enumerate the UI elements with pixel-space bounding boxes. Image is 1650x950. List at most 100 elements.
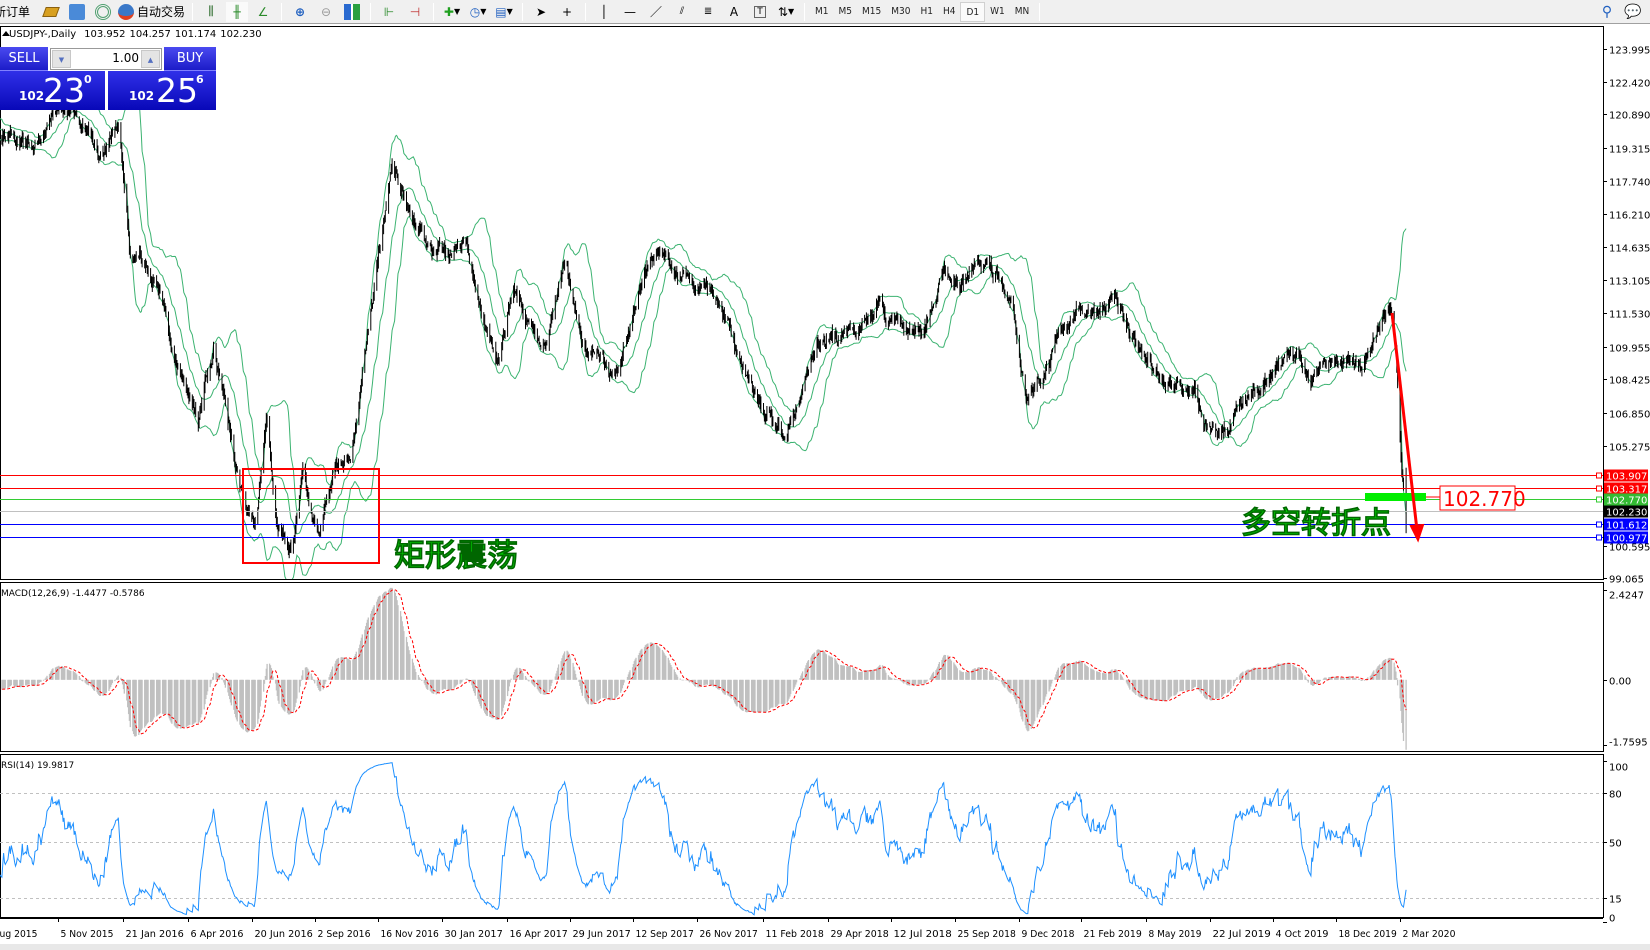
horizontal-line-button[interactable]: — bbox=[619, 2, 641, 22]
lot-size-stepper[interactable]: ▼ 1.00 ▲ bbox=[50, 48, 162, 70]
price-tick-label: 105.275 bbox=[1609, 443, 1650, 454]
timeframe-w1[interactable]: W1 bbox=[990, 5, 1005, 17]
price-tick-label: 122.420 bbox=[1609, 79, 1650, 90]
crosshair-icon: + bbox=[562, 4, 573, 19]
separator bbox=[192, 2, 194, 21]
chart-shift-icon: ⊣ bbox=[409, 4, 421, 19]
chat-button[interactable]: 💬 bbox=[1622, 2, 1644, 22]
buy-price-box[interactable]: 102 25 6 bbox=[108, 71, 216, 110]
sell-price-pip: 0 bbox=[84, 73, 92, 86]
search-button[interactable]: ⚲ bbox=[1596, 2, 1618, 22]
auto-trading-button[interactable]: 自动交易 bbox=[118, 2, 185, 22]
turning-point-bar[interactable] bbox=[1365, 493, 1426, 501]
templates-button[interactable]: ▤ ▼ bbox=[493, 2, 515, 22]
dropdown-arrow-icon: ▼ bbox=[787, 7, 795, 16]
candlestick-button[interactable]: ╫ bbox=[226, 1, 249, 22]
macd-plot bbox=[0, 587, 1407, 750]
equidistant-channel-icon: ⫽ bbox=[679, 6, 685, 17]
rsi-tick-label: 15 bbox=[1609, 895, 1622, 906]
bollinger-upper-band bbox=[0, 76, 1407, 515]
auto-trading-icon bbox=[118, 3, 135, 20]
status-strip bbox=[0, 944, 1650, 950]
buy-price-prefix: 102 bbox=[129, 89, 155, 103]
timeframe-d1[interactable]: D1 bbox=[960, 1, 986, 22]
open-value: 103.952 bbox=[84, 29, 125, 40]
line-chart-button[interactable]: ∠ bbox=[252, 2, 274, 22]
date-tick-label: 4 Oct 2019 bbox=[1276, 929, 1329, 940]
zoom-out-icon: ⊖ bbox=[321, 4, 332, 19]
buy-price-big: 25 bbox=[156, 71, 198, 110]
search-icon: ⚲ bbox=[1601, 3, 1613, 20]
date-tick-label: 9 Dec 2018 bbox=[1022, 929, 1075, 940]
tile-windows-icon bbox=[344, 3, 361, 20]
bar-chart-button[interactable]: ⫼ bbox=[200, 2, 222, 22]
current-price-label-box bbox=[1604, 505, 1648, 518]
periods-button[interactable]: ◷ ▼ bbox=[467, 2, 489, 22]
timeframe-m15[interactable]: M15 bbox=[862, 5, 882, 17]
price-tick-label: 114.635 bbox=[1609, 244, 1650, 255]
terminal-icon bbox=[69, 3, 86, 20]
date-tick-label: 21 Jan 2016 bbox=[126, 929, 184, 940]
vertical-line-button[interactable]: │ bbox=[593, 2, 615, 22]
text-label-icon: T bbox=[754, 5, 766, 18]
trendline-button[interactable]: ／ bbox=[645, 2, 667, 22]
range-annotation-text[interactable]: 矩形震荡 bbox=[394, 538, 519, 575]
sell-price-box[interactable]: 102 23 0 bbox=[0, 71, 105, 110]
timeframe-mn[interactable]: MN bbox=[1014, 5, 1030, 17]
separator bbox=[1039, 2, 1041, 21]
price-tick-label: 117.740 bbox=[1609, 178, 1650, 189]
price-plot bbox=[0, 76, 1407, 579]
channel-button[interactable]: ⫽ bbox=[671, 2, 693, 22]
lot-decrease-icon[interactable]: ▼ bbox=[52, 50, 71, 68]
price-tick-label: 99.065 bbox=[1609, 575, 1644, 586]
timeframe-m1[interactable]: M1 bbox=[815, 5, 829, 17]
bollinger-middle-band bbox=[0, 110, 1407, 535]
buy-price-pip: 6 bbox=[196, 73, 204, 86]
timeframe-h1[interactable]: H1 bbox=[920, 5, 933, 17]
date-tick-label: 20 Jun 2016 bbox=[255, 929, 313, 940]
auto-scroll-button[interactable]: ⊩ bbox=[378, 2, 400, 22]
separator bbox=[585, 2, 587, 21]
text-label-button[interactable]: T bbox=[749, 2, 771, 22]
text-button[interactable]: A bbox=[723, 2, 745, 22]
timeframe-m5[interactable]: M5 bbox=[838, 5, 853, 17]
price-callout-box[interactable] bbox=[1439, 485, 1516, 511]
separator bbox=[804, 2, 806, 21]
turning-point-text[interactable]: 多空转折点 bbox=[1241, 506, 1392, 542]
indicators-button[interactable]: ✚ ▼ bbox=[441, 2, 463, 22]
date-tick-label: 22 Jul 2019 bbox=[1213, 929, 1271, 940]
chart-shift-button[interactable]: ⊣ bbox=[404, 2, 426, 22]
tile-windows-button[interactable] bbox=[341, 2, 363, 22]
signals-button[interactable] bbox=[92, 2, 114, 22]
price-level-label-box bbox=[1604, 518, 1648, 531]
add-indicator-icon: ✚ bbox=[443, 4, 454, 19]
down-arrow-line[interactable] bbox=[1390, 312, 1419, 531]
collapse-triangle-icon[interactable] bbox=[2, 31, 10, 36]
fibonacci-icon: ≣ bbox=[703, 6, 713, 17]
bollinger-lower-band bbox=[0, 114, 1407, 579]
crosshair-button[interactable]: + bbox=[556, 2, 578, 22]
lot-size-input[interactable]: 1.00 bbox=[112, 51, 139, 65]
date-tick-label: 29 Jun 2017 bbox=[573, 929, 631, 940]
new-order-button[interactable]: 新订单 bbox=[0, 2, 30, 22]
buy-button[interactable]: BUY bbox=[164, 47, 216, 71]
timeframe-m30[interactable]: M30 bbox=[891, 5, 911, 17]
separator bbox=[522, 2, 524, 21]
sell-button[interactable]: SELL bbox=[0, 47, 48, 71]
timeframe-h4[interactable]: H4 bbox=[942, 5, 956, 17]
cursor-button[interactable]: ➤ bbox=[530, 2, 552, 22]
navigator-button[interactable] bbox=[66, 2, 88, 22]
price-level-label: 103.907 bbox=[1606, 472, 1647, 483]
price-tick-label: 109.955 bbox=[1609, 344, 1650, 355]
price-level-label: 100.977 bbox=[1606, 534, 1647, 545]
fibonacci-button[interactable]: ≣ bbox=[697, 2, 719, 22]
zoom-in-button[interactable]: ⊕ bbox=[289, 2, 311, 22]
price-tick-label: 108.425 bbox=[1609, 376, 1650, 387]
range-rectangle[interactable] bbox=[242, 468, 380, 564]
main-panel-frame bbox=[0, 26, 1604, 580]
date-tick-label: 18 Dec 2019 bbox=[1339, 929, 1397, 940]
arrows-button[interactable]: ⇅ ▼ bbox=[775, 2, 797, 22]
zoom-out-button[interactable]: ⊖ bbox=[315, 2, 337, 22]
lot-increase-icon[interactable]: ▲ bbox=[141, 50, 160, 68]
